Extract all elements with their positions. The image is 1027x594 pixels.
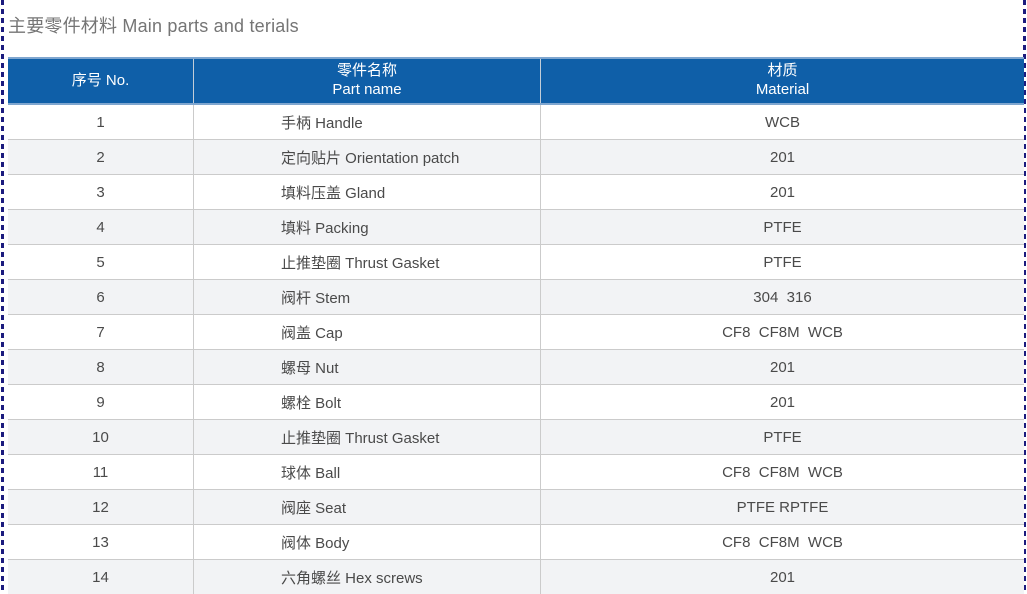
- cell-material: 201: [540, 175, 1024, 209]
- cell-no: 4: [96, 218, 105, 236]
- cell-part-name: 螺栓 Bolt: [193, 385, 540, 419]
- section-title: 主要零件材料 Main parts and terials: [8, 16, 299, 36]
- table-header-row: 序号 No. 零件名称 Part name 材质 Material: [8, 57, 1024, 105]
- cell-part-name: 阀体 Body: [193, 525, 540, 559]
- cell-no: 5: [96, 253, 105, 271]
- table-row: 8 螺母 Nut 201: [8, 350, 1024, 385]
- right-dashed-border: [1023, 0, 1026, 594]
- header-no-label: 序号 No.: [71, 71, 130, 89]
- cell-material: 304 316: [540, 280, 1024, 314]
- main-parts-table: 序号 No. 零件名称 Part name 材质 Material 1 手柄 H…: [8, 57, 1024, 594]
- cell-part-name: 填料压盖 Gland: [193, 175, 540, 209]
- cell-material: CF8 CF8M WCB: [540, 455, 1024, 489]
- table-row: 1 手柄 Handle WCB: [8, 105, 1024, 140]
- cell-part-name: 球体 Ball: [193, 455, 540, 489]
- cell-no: 10: [92, 428, 109, 446]
- cell-part-name: 阀座 Seat: [193, 490, 540, 524]
- table-row: 11 球体 Ball CF8 CF8M WCB: [8, 455, 1024, 490]
- cell-no: 6: [96, 288, 105, 306]
- table-row: 5 止推垫圈 Thrust Gasket PTFE: [8, 245, 1024, 280]
- cell-no: 2: [96, 148, 105, 166]
- cell-no: 9: [96, 393, 105, 411]
- cell-part-name: 手柄 Handle: [193, 105, 540, 139]
- cell-no: 1: [96, 113, 105, 131]
- cell-material: WCB: [540, 105, 1024, 139]
- header-part-name-zh: 零件名称: [336, 62, 397, 80]
- table-row: 2 定向贴片 Orientation patch 201: [8, 140, 1024, 175]
- cell-material: 201: [540, 350, 1024, 384]
- cell-part-name: 止推垫圈 Thrust Gasket: [193, 245, 540, 279]
- cell-part-name: 填料 Packing: [193, 210, 540, 244]
- cell-no: 12: [92, 498, 109, 516]
- cell-material: PTFE: [540, 420, 1024, 454]
- cell-part-name: 六角螺丝 Hex screws: [193, 560, 540, 594]
- cell-material: CF8 CF8M WCB: [540, 315, 1024, 349]
- header-material-zh: 材质: [767, 62, 798, 80]
- cell-part-name: 螺母 Nut: [193, 350, 540, 384]
- table-row: 3 填料压盖 Gland 201: [8, 175, 1024, 210]
- header-material: 材质 Material: [540, 59, 1024, 103]
- cell-material: PTFE: [540, 245, 1024, 279]
- table-row: 7 阀盖 Cap CF8 CF8M WCB: [8, 315, 1024, 350]
- cell-material: CF8 CF8M WCB: [540, 525, 1024, 559]
- cell-no: 7: [96, 323, 105, 341]
- table-row: 10 止推垫圈 Thrust Gasket PTFE: [8, 420, 1024, 455]
- cell-material: PTFE RPTFE: [540, 490, 1024, 524]
- table-row: 9 螺栓 Bolt 201: [8, 385, 1024, 420]
- cell-no: 8: [96, 358, 105, 376]
- table-row: 13 阀体 Body CF8 CF8M WCB: [8, 525, 1024, 560]
- cell-material: 201: [540, 385, 1024, 419]
- cell-material: 201: [540, 560, 1024, 594]
- header-part-name: 零件名称 Part name: [193, 59, 540, 103]
- table-row: 14 六角螺丝 Hex screws 201: [8, 560, 1024, 594]
- table-body: 1 手柄 Handle WCB 2 定向贴片 Orientation patch…: [8, 105, 1024, 594]
- cell-material: 201: [540, 140, 1024, 174]
- header-no: 序号 No.: [8, 59, 193, 103]
- table-row: 12 阀座 Seat PTFE RPTFE: [8, 490, 1024, 525]
- cell-part-name: 阀杆 Stem: [193, 280, 540, 314]
- header-part-name-en: Part name: [332, 81, 402, 98]
- cell-no: 14: [92, 568, 109, 586]
- header-material-en: Material: [755, 81, 810, 98]
- cell-part-name: 止推垫圈 Thrust Gasket: [193, 420, 540, 454]
- cell-no: 11: [92, 463, 109, 481]
- cell-no: 3: [96, 183, 105, 201]
- cell-no: 13: [92, 533, 109, 551]
- left-dashed-border: [1, 0, 4, 594]
- table-row: 4 填料 Packing PTFE: [8, 210, 1024, 245]
- table-row: 6 阀杆 Stem 304 316: [8, 280, 1024, 315]
- cell-part-name: 定向贴片 Orientation patch: [193, 140, 540, 174]
- cell-part-name: 阀盖 Cap: [193, 315, 540, 349]
- cell-material: PTFE: [540, 210, 1024, 244]
